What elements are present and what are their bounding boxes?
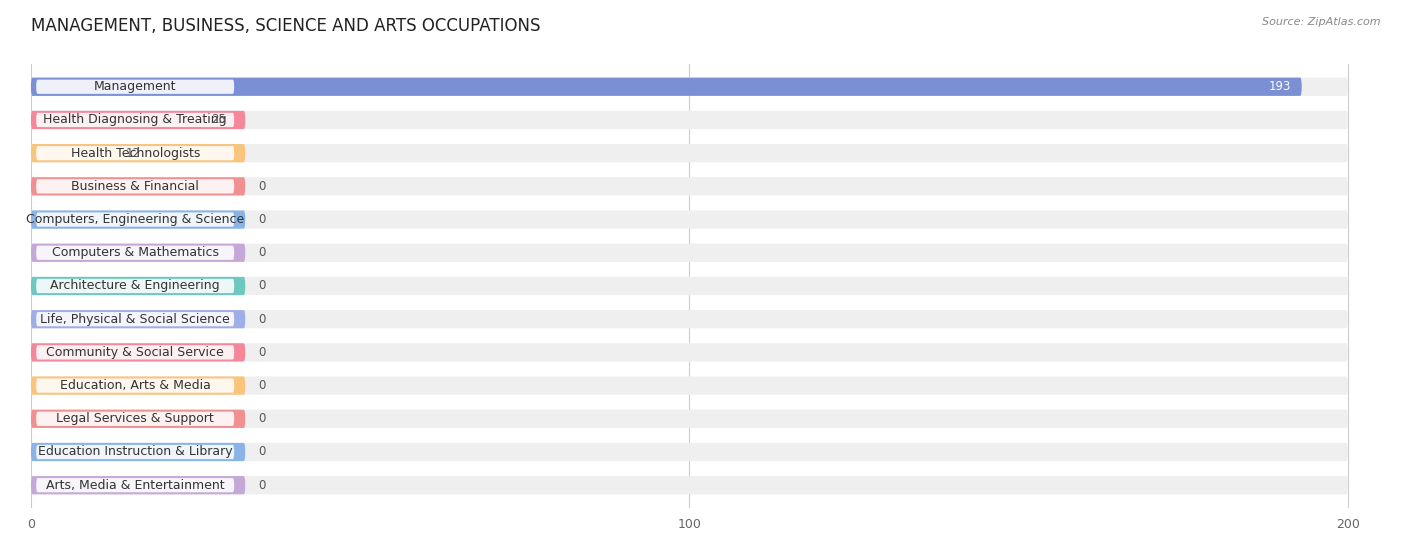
Text: 0: 0 — [259, 412, 266, 425]
Text: MANAGEMENT, BUSINESS, SCIENCE AND ARTS OCCUPATIONS: MANAGEMENT, BUSINESS, SCIENCE AND ARTS O… — [31, 17, 540, 35]
FancyBboxPatch shape — [31, 343, 1348, 362]
FancyBboxPatch shape — [37, 213, 235, 227]
FancyBboxPatch shape — [37, 445, 235, 459]
FancyBboxPatch shape — [31, 343, 245, 362]
Text: 0: 0 — [259, 346, 266, 359]
Text: Management: Management — [94, 80, 176, 93]
FancyBboxPatch shape — [31, 443, 1348, 461]
Text: 12: 12 — [125, 147, 141, 160]
Text: 0: 0 — [259, 180, 266, 193]
FancyBboxPatch shape — [31, 377, 1348, 395]
FancyBboxPatch shape — [37, 312, 235, 326]
Text: Education, Arts & Media: Education, Arts & Media — [60, 379, 211, 392]
FancyBboxPatch shape — [37, 146, 235, 160]
FancyBboxPatch shape — [31, 310, 245, 328]
FancyBboxPatch shape — [31, 78, 1348, 96]
Text: 193: 193 — [1268, 80, 1291, 93]
FancyBboxPatch shape — [37, 412, 235, 426]
FancyBboxPatch shape — [31, 277, 1348, 295]
Text: 0: 0 — [259, 379, 266, 392]
FancyBboxPatch shape — [37, 279, 235, 293]
Text: Architecture & Engineering: Architecture & Engineering — [51, 280, 219, 292]
FancyBboxPatch shape — [31, 111, 1348, 129]
Text: 25: 25 — [211, 113, 226, 127]
FancyBboxPatch shape — [31, 476, 245, 494]
Text: Health Diagnosing & Treating: Health Diagnosing & Treating — [44, 113, 226, 127]
FancyBboxPatch shape — [37, 246, 235, 260]
FancyBboxPatch shape — [31, 177, 1348, 195]
Text: Legal Services & Support: Legal Services & Support — [56, 412, 214, 425]
Text: Education Instruction & Library: Education Instruction & Library — [38, 445, 232, 459]
FancyBboxPatch shape — [31, 476, 1348, 494]
FancyBboxPatch shape — [31, 410, 245, 428]
Text: Community & Social Service: Community & Social Service — [46, 346, 224, 359]
Text: Health Technologists: Health Technologists — [70, 147, 200, 160]
FancyBboxPatch shape — [37, 80, 235, 94]
FancyBboxPatch shape — [37, 378, 235, 393]
FancyBboxPatch shape — [31, 210, 1348, 229]
Text: 0: 0 — [259, 312, 266, 326]
Text: Arts, Media & Entertainment: Arts, Media & Entertainment — [46, 479, 225, 492]
FancyBboxPatch shape — [37, 345, 235, 359]
Text: Computers & Mathematics: Computers & Mathematics — [52, 246, 219, 259]
FancyBboxPatch shape — [37, 113, 235, 127]
Text: 0: 0 — [259, 479, 266, 492]
FancyBboxPatch shape — [31, 144, 1348, 162]
FancyBboxPatch shape — [31, 177, 245, 195]
FancyBboxPatch shape — [31, 111, 245, 129]
Text: 0: 0 — [259, 280, 266, 292]
FancyBboxPatch shape — [31, 144, 245, 162]
Text: Source: ZipAtlas.com: Source: ZipAtlas.com — [1263, 17, 1381, 27]
FancyBboxPatch shape — [31, 277, 245, 295]
Text: 0: 0 — [259, 213, 266, 226]
Text: 0: 0 — [259, 445, 266, 459]
Text: Computers, Engineering & Science: Computers, Engineering & Science — [27, 213, 245, 226]
FancyBboxPatch shape — [37, 179, 235, 194]
FancyBboxPatch shape — [31, 377, 245, 395]
FancyBboxPatch shape — [31, 244, 245, 262]
Text: 0: 0 — [259, 246, 266, 259]
FancyBboxPatch shape — [31, 410, 1348, 428]
FancyBboxPatch shape — [31, 244, 1348, 262]
FancyBboxPatch shape — [37, 478, 235, 492]
FancyBboxPatch shape — [31, 78, 1302, 96]
Text: Business & Financial: Business & Financial — [72, 180, 200, 193]
FancyBboxPatch shape — [31, 310, 1348, 328]
Text: Life, Physical & Social Science: Life, Physical & Social Science — [41, 312, 231, 326]
FancyBboxPatch shape — [31, 443, 245, 461]
FancyBboxPatch shape — [31, 210, 245, 229]
